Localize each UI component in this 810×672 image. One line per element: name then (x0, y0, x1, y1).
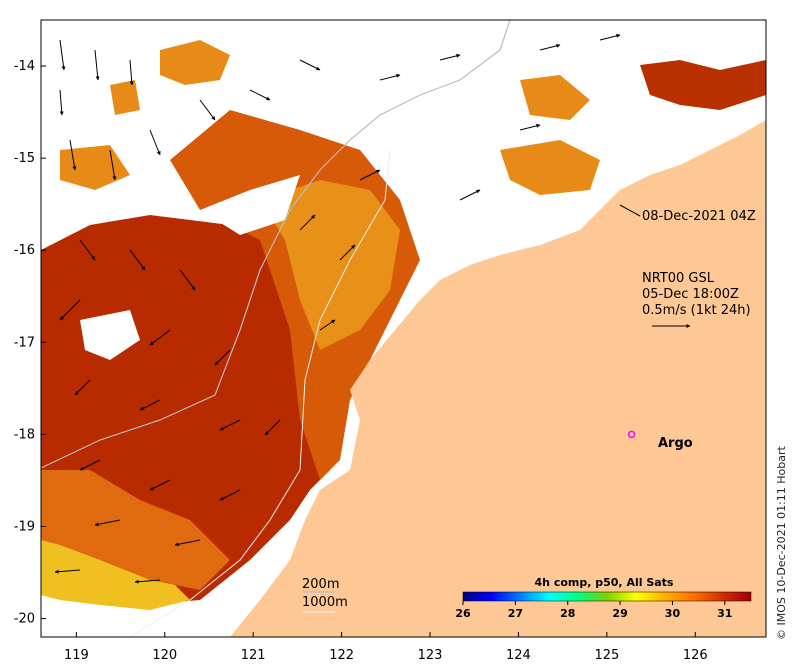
x-tick-label: 126 (683, 648, 708, 663)
isobath-1000m (129, 149, 391, 637)
sst-mid-region (260, 180, 400, 350)
colorbar: 4h comp, p50, All Sats 26 27 28 29 30 31 (448, 575, 760, 625)
credit-label: © IMOS 10-Dec-2021 01:11 Hobart (775, 446, 788, 640)
x-tick-label: 119 (64, 648, 89, 663)
colorbar-tick-label: 29 (612, 607, 627, 620)
y-tick-label: -18 (14, 427, 35, 442)
colorbar-tick-label: 30 (665, 607, 681, 620)
sst-north-patches (60, 40, 600, 195)
plot-frame (40, 19, 767, 638)
y-tick-label: -20 (14, 612, 35, 627)
y-tick-label: -19 (14, 519, 35, 534)
colorbar-tick-label: 28 (560, 607, 575, 620)
timestamp-label: 08-Dec-2021 04Z (642, 209, 756, 224)
cloud-cover (80, 150, 500, 360)
current-model-label: NRT00 GSL (642, 271, 715, 286)
sst-cool-region (41, 540, 190, 610)
colorbar-title: 4h comp, p50, All Sats (535, 576, 674, 589)
x-tick-label: 123 (418, 648, 443, 663)
x-tick-label: 124 (506, 648, 531, 663)
argo-label: Argo (658, 436, 693, 451)
current-scale-label: 0.5m/s (1kt 24h) (642, 303, 751, 318)
sst-northeast-hot (640, 60, 766, 110)
x-axis: 119 120 121 122 123 124 125 126 (64, 632, 708, 663)
y-tick-label: -17 (14, 335, 35, 350)
y-tick-label: -16 (14, 243, 35, 258)
sst-warm-southwest (41, 470, 230, 590)
plot-area (41, 20, 766, 637)
x-tick-label: 121 (241, 648, 266, 663)
x-tick-label: 125 (594, 648, 619, 663)
current-vectors (54, 33, 621, 584)
x-tick-label: 120 (152, 648, 177, 663)
land-mass (230, 60, 766, 637)
y-tick-label: -14 (14, 59, 35, 74)
sst-field (41, 40, 766, 610)
argo-marker (627, 430, 636, 439)
isobath-200m-label: 200m (302, 577, 339, 592)
colorbar-tick-label: 31 (717, 607, 732, 620)
colorbar-tick-label: 27 (508, 607, 523, 620)
y-axis: -14 -15 -16 -17 -18 -19 -20 (14, 59, 46, 627)
colorbar-gradient (462, 591, 752, 602)
x-tick-label: 122 (329, 648, 354, 663)
colorbar-tick-label: 26 (455, 607, 471, 620)
isobath-1000m-label: 1000m (302, 595, 348, 610)
isobath-200m (41, 20, 511, 469)
current-time-label: 05-Dec 18:00Z (642, 287, 739, 302)
y-tick-label: -15 (14, 151, 35, 166)
timestamp-pointer (619, 204, 641, 217)
